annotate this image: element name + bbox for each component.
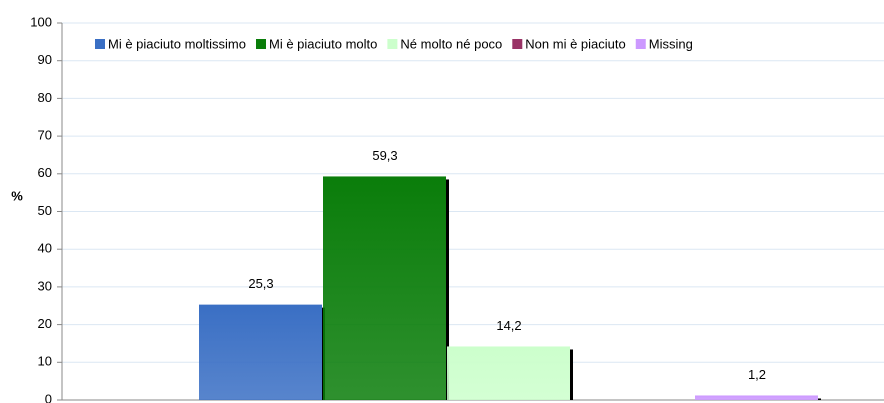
legend-label: Missing [649,36,693,51]
y-tick-label: 70 [38,128,52,143]
bar [695,395,818,400]
legend-label: Né molto né poco [400,36,502,51]
y-tick-label: 50 [38,203,52,218]
legend-swatch [635,39,646,49]
legend-label: Mi è piaciuto molto [269,36,377,51]
y-tick-label: 40 [38,241,52,256]
legend-label: Mi è piaciuto moltissimo [108,36,246,51]
legend-swatch [95,39,105,49]
legend-label: Non mi è piaciuto [525,36,625,51]
legend-swatch [512,39,523,49]
data-label: 1,2 [748,367,766,382]
y-tick-label: 90 [38,52,52,67]
bar-shadow [570,349,573,400]
data-label: 25,3 [248,276,273,291]
y-tick-label: 80 [38,90,52,105]
y-tick-label: 60 [38,165,52,180]
data-label: 14,2 [496,318,521,333]
y-tick-label: 30 [38,278,52,293]
y-tick-label: 20 [38,316,52,331]
bar-shadow [446,179,449,400]
y-tick-label: 100 [30,14,52,29]
bar [323,176,446,400]
legend-swatch [256,39,266,49]
y-tick-label: 0 [45,391,52,403]
bar [447,346,570,400]
y-tick-label: 10 [38,354,52,369]
y-axis-label: % [11,188,23,203]
bar-shadow [818,398,821,400]
bar [199,304,322,400]
data-label: 59,3 [372,148,397,163]
legend-swatch [387,39,398,49]
